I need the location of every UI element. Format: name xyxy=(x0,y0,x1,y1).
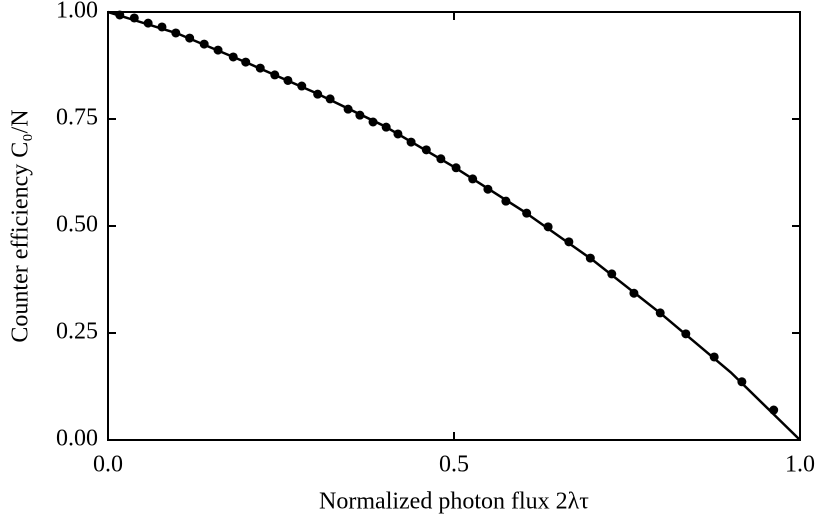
data-point xyxy=(185,33,195,43)
data-point xyxy=(283,75,293,85)
x-tick-label: 1.0 xyxy=(785,452,815,478)
data-point xyxy=(769,405,779,415)
data-point xyxy=(681,329,691,339)
data-point xyxy=(115,10,125,20)
data-point xyxy=(228,52,238,62)
data-point xyxy=(737,377,747,387)
data-point xyxy=(143,18,153,28)
data-point xyxy=(585,253,595,263)
data-point xyxy=(213,45,223,55)
x-tick-label: 0.0 xyxy=(93,452,123,478)
data-point xyxy=(129,13,139,23)
data-point xyxy=(355,110,365,120)
data-point xyxy=(325,94,335,104)
data-point xyxy=(255,63,265,73)
data-point xyxy=(629,288,639,298)
x-axis-label: Normalized photon flux 2λτ xyxy=(319,489,589,515)
data-point xyxy=(343,104,353,114)
y-tick-label: 0.25 xyxy=(56,319,98,345)
data-point xyxy=(393,129,403,139)
y-tick-label: 0.75 xyxy=(56,105,98,131)
data-point xyxy=(270,70,280,80)
data-point xyxy=(313,89,323,99)
data-point xyxy=(241,57,251,67)
data-point xyxy=(157,22,167,32)
data-point xyxy=(564,237,574,247)
data-point xyxy=(607,269,617,279)
data-point xyxy=(709,352,719,362)
data-point xyxy=(199,39,209,49)
data-point xyxy=(171,28,181,38)
data-point xyxy=(368,117,378,127)
data-point xyxy=(543,222,553,232)
data-point xyxy=(406,137,416,147)
data-point xyxy=(381,122,391,132)
data-point xyxy=(297,81,307,91)
data-point xyxy=(483,184,493,194)
data-point xyxy=(522,208,532,218)
data-point xyxy=(421,145,431,155)
x-tick-label: 0.5 xyxy=(439,452,469,478)
y-tick-label: 0.00 xyxy=(56,426,98,452)
data-point xyxy=(468,174,478,184)
data-line xyxy=(107,10,801,441)
plot-frame xyxy=(107,11,801,441)
data-point xyxy=(451,163,461,173)
data-point xyxy=(436,154,446,164)
y-tick-label: 1.00 xyxy=(56,0,98,24)
y-axis-label: Counter efficiency C₀/N xyxy=(8,109,34,342)
data-point xyxy=(655,308,665,318)
y-tick-label: 0.50 xyxy=(56,212,98,238)
data-point xyxy=(501,196,511,206)
